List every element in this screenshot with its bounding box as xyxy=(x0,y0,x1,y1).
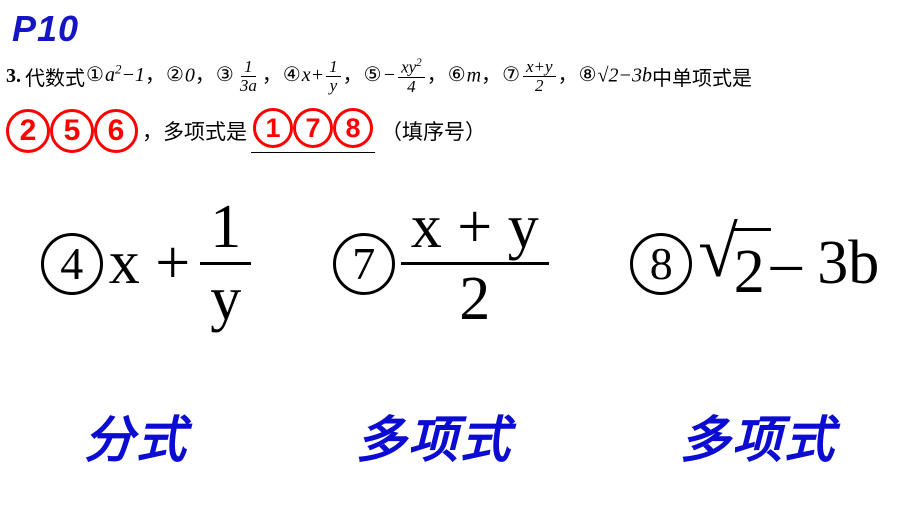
label-expr-7: 多项式 xyxy=(356,400,512,472)
question-intro: 代数式 xyxy=(25,62,85,91)
question-tail: 中单项式是 xyxy=(652,62,752,91)
answer-suffix: （填序号） xyxy=(381,116,486,146)
expr-8-sqrt: √ 2 xyxy=(698,220,771,308)
label-expr-8: 多项式 xyxy=(680,400,836,472)
expr-4: 4 x + 1 y xyxy=(41,195,251,332)
category-labels: 分式 多项式 多项式 xyxy=(0,400,920,472)
label-expr-4: 分式 xyxy=(84,400,188,472)
expr-4-fraction: 1 y xyxy=(200,195,251,332)
expr-7-fraction: x + y 2 xyxy=(401,195,549,332)
answer-line: 256 ，多项式是 178 （填序号） xyxy=(6,108,486,153)
question-items: ①a2−1，②0，③13a，④x+1y，⑤−xy24，⑥m，⑦x+y2，⑧√2−… xyxy=(85,58,652,95)
expr-4-marker: 4 xyxy=(41,233,103,295)
answer-polynomial: 178 xyxy=(253,118,373,142)
page-reference: P10 xyxy=(12,8,79,50)
question-text: 3. 代数式 ①a2−1，②0，③13a，④x+1y，⑤−xy24，⑥m，⑦x+… xyxy=(6,58,752,95)
expr-7: 7 x + y 2 xyxy=(333,195,549,332)
question-number: 3. xyxy=(6,65,21,88)
expr-8-marker: 8 xyxy=(630,233,692,295)
expr-4-prefix: x + xyxy=(109,228,190,299)
answer-monomial: 256 xyxy=(6,109,138,153)
expr-8-rest: – 3b xyxy=(771,228,880,299)
expr-8: 8 √ 2 – 3b xyxy=(630,220,879,308)
expr-7-marker: 7 xyxy=(333,233,395,295)
expression-row: 4 x + 1 y 7 x + y 2 8 √ 2 – 3b xyxy=(0,195,920,332)
answer-between: ，多项式是 xyxy=(142,116,247,146)
